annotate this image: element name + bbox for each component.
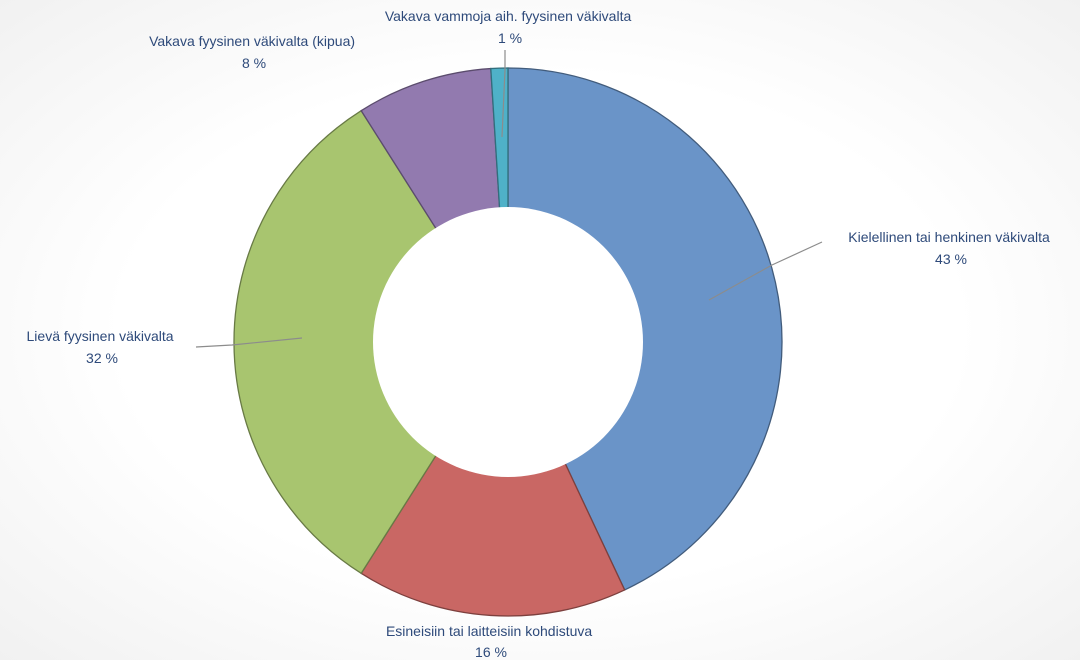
data-label-lieva: Lievä fyysinen väkivalta 32 % (27, 328, 178, 366)
value-label-lieva: 32 % (86, 350, 118, 366)
donut-slice-0 (507, 67, 783, 591)
value-label-kielellinen: 43 % (935, 251, 967, 267)
leader-line-4 (501, 50, 506, 138)
donut-hole (373, 207, 643, 477)
category-label-kielellinen: Kielellinen tai henkinen väkivalta (848, 229, 1050, 245)
value-label-vakava-kipua: 8 % (242, 55, 266, 71)
category-label-esineisiin: Esineisiin tai laitteisiin kohdistuva (386, 623, 592, 639)
category-label-lieva: Lievä fyysinen väkivalta (27, 328, 174, 344)
leader-line-2 (195, 337, 303, 348)
leader-lines (195, 50, 823, 348)
donut-slice-2 (233, 109, 509, 575)
category-label-vakava-kipua: Vakava fyysinen väkivalta (kipua) (149, 33, 355, 49)
category-label-vakava-vammoja: Vakava vammoja aih. fyysinen väkivalta (385, 8, 632, 24)
value-label-esineisiin: 16 % (475, 644, 507, 660)
donut-slice-1 (360, 340, 626, 617)
data-label-vakava-kipua: Vakava fyysinen väkivalta (kipua) 8 % (149, 33, 359, 71)
leader-line-0 (708, 241, 823, 301)
data-label-vakava-vammoja: Vakava vammoja aih. fyysinen väkivalta 1… (385, 8, 635, 46)
data-label-esineisiin: Esineisiin tai laitteisiin kohdistuva 16… (386, 623, 596, 660)
value-label-vakava-vammoja: 1 % (498, 30, 522, 46)
data-label-kielellinen: Kielellinen tai henkinen väkivalta 43 % (848, 229, 1053, 267)
